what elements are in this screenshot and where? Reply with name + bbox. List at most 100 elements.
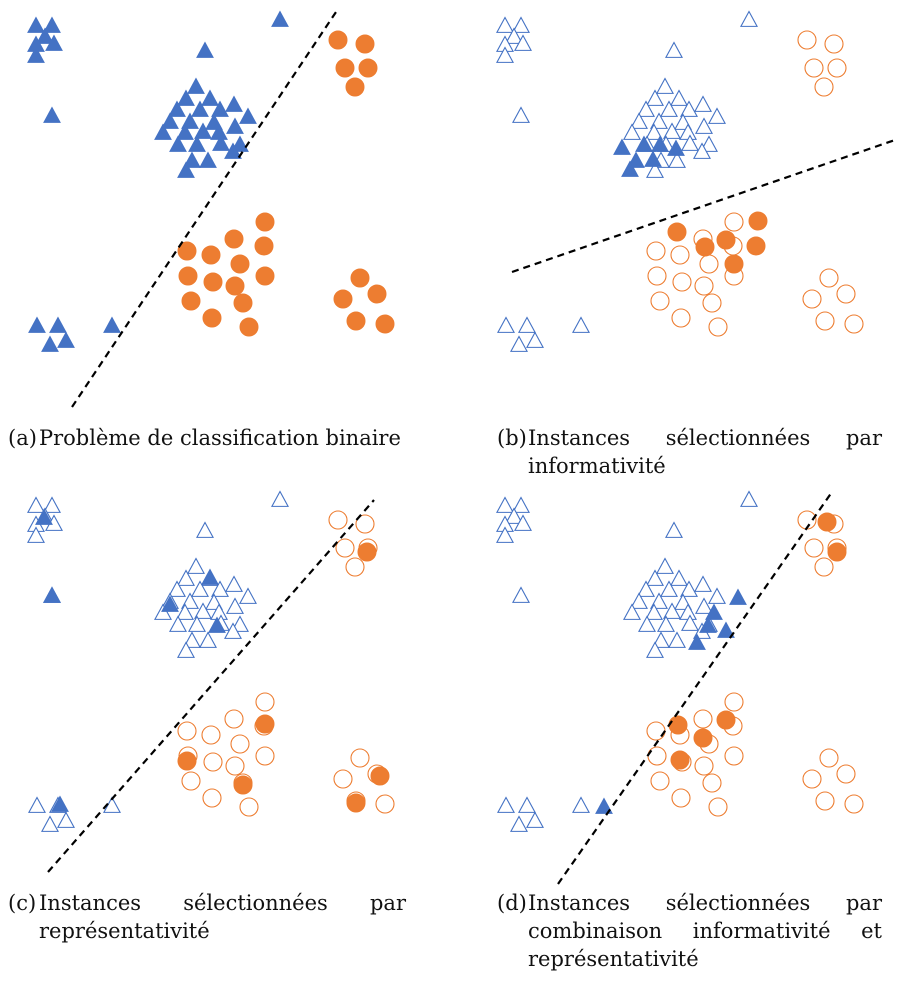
circle-marker xyxy=(225,276,245,296)
triangle-marker xyxy=(650,112,668,129)
circle-marker xyxy=(724,746,744,766)
triangle-marker xyxy=(183,631,201,648)
selected-circle-marker xyxy=(817,512,837,532)
triangle-marker xyxy=(514,514,532,531)
panel-c-tag: (c) xyxy=(8,891,37,915)
panel-c: (c) Instances sélectionnées par représen… xyxy=(0,480,450,992)
triangle-marker xyxy=(510,335,528,352)
triangle-marker xyxy=(496,46,514,63)
triangle-marker xyxy=(196,41,214,58)
circle-marker xyxy=(797,30,817,50)
circle-marker xyxy=(201,245,221,265)
triangle-marker xyxy=(211,580,229,597)
selected-triangle-marker xyxy=(208,616,226,633)
triangle-marker xyxy=(231,135,249,152)
selected-triangle-marker xyxy=(717,621,735,638)
triangle-marker xyxy=(27,16,45,33)
triangle-marker xyxy=(740,10,758,27)
triangle-marker xyxy=(652,631,670,648)
panel-b-tag: (b) xyxy=(497,426,527,450)
triangle-marker xyxy=(239,107,257,124)
circle-marker xyxy=(724,692,744,712)
triangle-marker xyxy=(187,557,205,574)
triangle-marker xyxy=(28,316,46,333)
triangle-marker xyxy=(630,112,648,129)
circle-marker xyxy=(202,308,222,328)
triangle-marker xyxy=(187,77,205,94)
circle-marker xyxy=(815,791,835,811)
triangle-marker xyxy=(657,615,675,632)
selected-triangle-marker xyxy=(699,616,717,633)
selected-circle-marker xyxy=(716,710,736,730)
triangle-marker xyxy=(177,569,195,586)
triangle-marker xyxy=(181,592,199,609)
triangle-marker xyxy=(740,490,758,507)
circle-marker xyxy=(647,746,667,766)
triangle-marker xyxy=(177,161,195,178)
selected-circle-marker xyxy=(748,211,768,231)
triangle-marker xyxy=(512,496,530,513)
circle-marker xyxy=(693,709,713,729)
triangle-marker xyxy=(623,123,641,140)
triangle-marker xyxy=(656,77,674,94)
circle-marker xyxy=(819,748,839,768)
triangle-marker xyxy=(212,134,230,151)
triangle-marker xyxy=(224,622,242,639)
triangle-marker xyxy=(27,46,45,63)
decision-boundary-line xyxy=(71,11,337,408)
circle-marker xyxy=(844,314,864,334)
triangle-marker xyxy=(57,331,75,348)
triangle-marker xyxy=(43,106,61,123)
triangle-marker xyxy=(637,580,655,597)
triangle-marker xyxy=(668,631,686,648)
triangle-marker xyxy=(708,107,726,124)
triangle-marker xyxy=(225,95,243,112)
triangle-marker xyxy=(693,142,711,159)
triangle-marker xyxy=(154,123,172,140)
circle-marker xyxy=(345,557,365,577)
circle-marker xyxy=(702,293,722,313)
circle-marker xyxy=(827,58,847,78)
circle-marker xyxy=(333,769,353,789)
panel-d-caption-text: Instances sélectionnées par combinaison … xyxy=(528,891,882,971)
circle-marker xyxy=(650,771,670,791)
triangle-marker xyxy=(526,331,544,348)
selected-triangle-marker xyxy=(35,508,53,525)
triangle-marker xyxy=(27,496,45,513)
triangle-marker xyxy=(670,89,688,106)
triangle-marker xyxy=(650,592,668,609)
triangle-marker xyxy=(194,602,212,619)
triangle-marker xyxy=(225,575,243,592)
selected-triangle-marker xyxy=(651,135,669,152)
panel-b-caption-text: Instances sélectionnées par informativit… xyxy=(528,426,882,478)
circle-marker xyxy=(647,266,667,286)
triangle-marker xyxy=(211,100,229,117)
circle-marker xyxy=(672,272,692,292)
triangle-marker xyxy=(183,151,201,168)
selected-circle-marker xyxy=(716,230,736,250)
selected-circle-marker xyxy=(670,750,690,770)
circle-marker xyxy=(650,291,670,311)
circle-marker xyxy=(328,510,348,530)
selected-triangle-marker xyxy=(161,595,179,612)
panel-c-caption: (c) Instances sélectionnées par représen… xyxy=(8,889,406,945)
circle-marker xyxy=(239,317,259,337)
selected-triangle-marker xyxy=(613,138,631,155)
triangle-marker xyxy=(497,796,515,813)
triangle-marker xyxy=(526,811,544,828)
triangle-marker xyxy=(57,811,75,828)
triangle-marker xyxy=(497,316,515,333)
circle-marker xyxy=(181,291,201,311)
circle-marker xyxy=(355,34,375,54)
circle-marker xyxy=(346,311,366,331)
circle-marker xyxy=(355,514,375,534)
triangle-marker xyxy=(177,89,195,106)
circle-marker xyxy=(224,229,244,249)
triangle-marker xyxy=(271,10,289,27)
selected-triangle-marker xyxy=(635,135,653,152)
circle-marker xyxy=(255,692,275,712)
circle-marker xyxy=(345,77,365,97)
triangle-marker xyxy=(645,123,663,140)
circle-marker xyxy=(802,289,822,309)
selected-circle-marker xyxy=(370,766,390,786)
